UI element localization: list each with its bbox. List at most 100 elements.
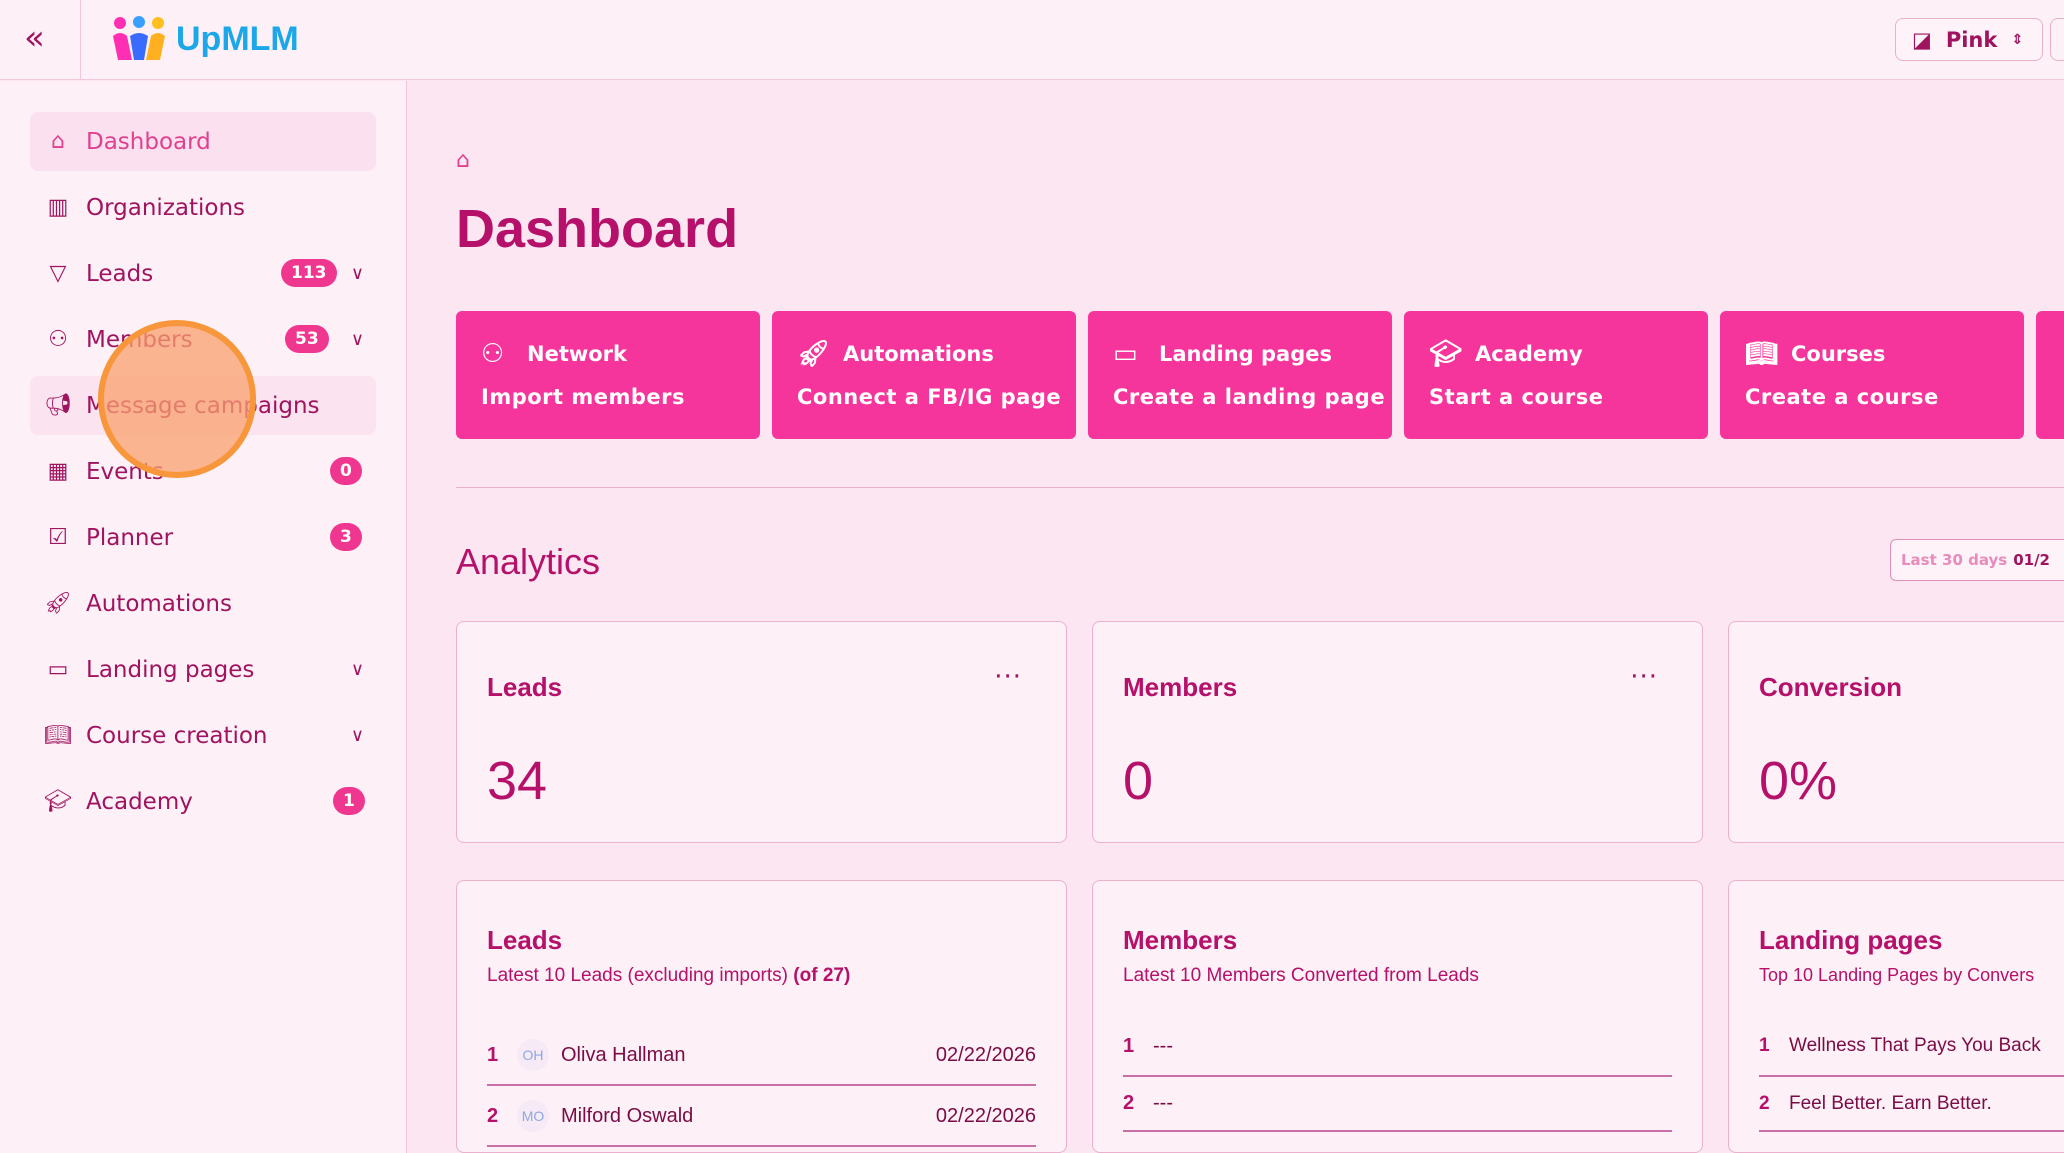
stat-card-conversion: Conversion 0% [1728, 621, 2064, 843]
sidebar-item-label: Planner [86, 524, 174, 551]
list-title: Landing pages [1759, 925, 1943, 955]
action-subtitle: Import members [481, 385, 685, 409]
events-count-badge: 0 [330, 457, 362, 485]
action-title: Landing pages [1159, 342, 1333, 366]
page-title: Dashboard [456, 199, 739, 259]
avatar: MO [517, 1100, 549, 1132]
list-card-leads: Leads Latest 10 Leads (excluding imports… [456, 880, 1067, 1153]
table-row[interactable]: 1 OH Oliva Hallman 02/22/2026 [487, 1026, 1036, 1086]
member-name: --- [1153, 1034, 1173, 1057]
sidebar-item-course-creation[interactable]: 📖︎ Course creation ∨ [30, 706, 376, 765]
theme-label: Pink [1945, 27, 1998, 52]
range-label: Last 30 days [1901, 551, 2008, 569]
action-title: Network [527, 342, 628, 366]
list-card-landing-pages: Landing pages Top 10 Landing Pages by Co… [1728, 880, 2064, 1153]
action-subtitle: Start a course [1429, 385, 1604, 409]
sidebar-item-label: Automations [86, 590, 232, 617]
list-card-members: Members Latest 10 Members Converted from… [1092, 880, 1703, 1153]
stat-value: 34 [487, 751, 548, 811]
chevron-down-icon[interactable]: ∨ [350, 659, 364, 680]
date-range-picker[interactable]: Last 30 days 01/2 [1890, 539, 2064, 581]
stat-title: Leads [487, 672, 563, 702]
header-button[interactable] [2050, 18, 2064, 61]
sidebar-item-label: Course creation [86, 722, 268, 749]
action-title: Courses [1791, 342, 1886, 366]
divider [456, 487, 2064, 488]
collapse-sidebar-icon[interactable]: « [24, 18, 45, 58]
sidebar-item-label: Landing pages [86, 656, 255, 683]
table-row[interactable]: 1 --- [1123, 1017, 1672, 1077]
sidebar-item-label: Academy [86, 788, 193, 815]
action-subtitle: Create a course [1745, 385, 1939, 409]
action-title: Academy [1475, 342, 1583, 366]
sidebar-item-dashboard[interactable]: ⌂ Dashboard [30, 112, 376, 171]
building-icon: ▥ [47, 195, 69, 220]
list-subtitle: Latest 10 Leads (excluding imports) (of … [487, 965, 850, 987]
brand-name: UpMLM [176, 19, 299, 58]
sidebar-item-academy[interactable]: 🎓︎ Academy 1 [30, 772, 376, 831]
action-subtitle: Connect a FB/IG page [797, 385, 1062, 409]
leads-count-badge: 113 [281, 259, 337, 287]
table-row[interactable]: 2 MO Milford Oswald 02/22/2026 [487, 1087, 1036, 1147]
monitor-icon: ▭ [1113, 339, 1138, 369]
action-academy[interactable]: 🎓︎ Academy Start a course [1404, 311, 1708, 439]
members-count-badge: 53 [285, 325, 329, 353]
avatar: OH [517, 1039, 549, 1071]
sidebar-item-label: Organizations [86, 194, 246, 221]
megaphone-icon: 📢︎ [44, 393, 72, 418]
sidebar-item-organizations[interactable]: ▥ Organizations [30, 178, 376, 237]
sidebar-item-landing-pages[interactable]: ▭ Landing pages ∨ [30, 640, 376, 699]
calendar-icon: ▦ [47, 459, 69, 484]
chevron-down-icon[interactable]: ∨ [350, 725, 364, 746]
academy-count-badge: 1 [333, 787, 365, 815]
subtitle-text: Latest 10 Leads (excluding imports) [487, 965, 788, 986]
funnel-icon: ▽ [49, 261, 67, 286]
row-number: 2 [1123, 1092, 1135, 1114]
sidebar-item-leads[interactable]: ▽ Leads 113 ∨ [30, 244, 376, 303]
more-options-icon[interactable]: ··· [1630, 662, 1658, 692]
rocket-icon: 🚀︎ [797, 339, 831, 369]
home-icon: ⌂ [51, 129, 65, 154]
action-network[interactable]: ⚇ Network Import members [456, 311, 760, 439]
landing-page-name: Feel Better. Earn Better. [1789, 1092, 1992, 1114]
book-icon: 📖︎ [1745, 339, 1779, 369]
subtitle-count: (of 27) [793, 965, 851, 986]
book-icon: 📖︎ [44, 723, 72, 748]
top-header: « UpMLM ◪ Pink ⇕ [0, 0, 2064, 80]
table-row[interactable]: 2 --- [1123, 1077, 1672, 1132]
action-courses[interactable]: 📖︎ Courses Create a course [1720, 311, 2024, 439]
lead-name: Oliva Hallman [561, 1043, 686, 1066]
list-title: Leads [487, 925, 563, 955]
action-more[interactable] [2036, 311, 2064, 439]
monitor-icon: ▭ [47, 657, 69, 682]
action-landing-pages[interactable]: ▭ Landing pages Create a landing page [1088, 311, 1392, 439]
sidebar-item-label: Leads [86, 260, 154, 287]
users-icon: ⚇ [48, 327, 68, 352]
chevron-down-icon[interactable]: ∨ [350, 329, 364, 350]
stat-card-leads: Leads ··· 34 [456, 621, 1067, 843]
lead-name: Milford Oswald [561, 1104, 694, 1127]
stat-title: Conversion [1759, 672, 1903, 702]
sidebar-item-planner[interactable]: ☑ Planner 3 [30, 508, 376, 567]
list-subtitle: Top 10 Landing Pages by Convers [1759, 965, 2035, 985]
logo[interactable]: UpMLM [110, 14, 299, 64]
landing-page-name: Wellness That Pays You Back [1789, 1035, 2041, 1056]
theme-select[interactable]: ◪ Pink ⇕ [1895, 18, 2043, 61]
lead-date: 02/22/2026 [935, 1104, 1036, 1127]
more-options-icon[interactable]: ··· [994, 662, 1022, 692]
logo-mark-icon [113, 16, 165, 60]
graduation-cap-icon: 🎓︎ [44, 789, 72, 814]
lead-date: 02/22/2026 [935, 1043, 1036, 1066]
sidebar-item-automations[interactable]: 🚀︎ Automations [30, 574, 376, 633]
table-row[interactable]: 1 Wellness That Pays You Back [1759, 1017, 2064, 1077]
graduation-cap-icon: 🎓︎ [1429, 339, 1463, 369]
breadcrumb-home-icon[interactable]: ⌂ [456, 148, 470, 173]
member-name: --- [1153, 1092, 1173, 1114]
action-automations[interactable]: 🚀︎ Automations Connect a FB/IG page [772, 311, 1076, 439]
clipboard-icon: ☑ [48, 525, 68, 550]
chevron-down-icon[interactable]: ∨ [350, 263, 364, 284]
list-subtitle: Latest 10 Members Converted from Leads [1123, 965, 1479, 986]
table-row[interactable]: 2 Feel Better. Earn Better. [1759, 1077, 2064, 1132]
header-divider [80, 0, 81, 80]
action-title: Automations [843, 342, 994, 366]
